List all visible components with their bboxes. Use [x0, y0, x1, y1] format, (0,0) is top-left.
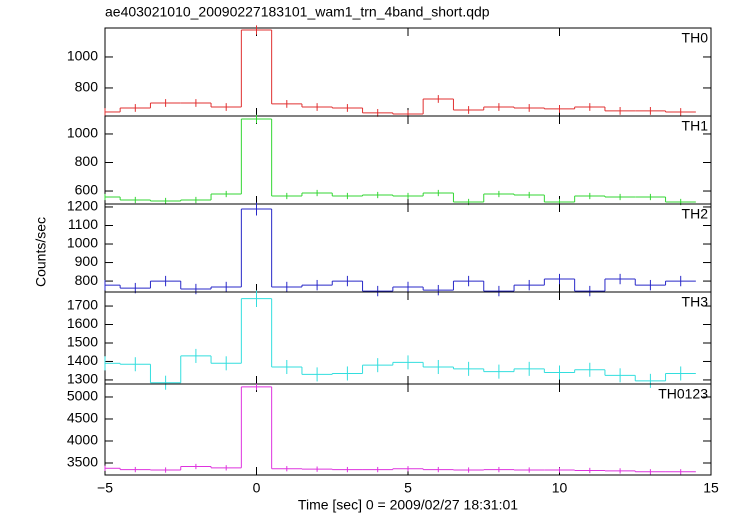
y-tick-label: 1500 — [67, 334, 98, 350]
x-axis-label: Time [sec] 0 = 2009/02/27 18:31:01 — [298, 497, 518, 513]
y-tick-label: 1300 — [67, 371, 98, 387]
y-tick-label: 4000 — [67, 432, 98, 448]
y-tick-label: 800 — [75, 272, 99, 288]
y-tick-label: 5000 — [67, 388, 98, 404]
panel-label: TH2 — [682, 206, 709, 222]
panel-label: TH3 — [682, 294, 709, 310]
y-tick-label: 1400 — [67, 352, 98, 368]
y-tick-label: 1700 — [67, 297, 98, 313]
y-tick-label: 1000 — [67, 235, 98, 251]
y-tick-label: 1000 — [67, 48, 98, 64]
y-tick-label: 1600 — [67, 315, 98, 331]
chart-title: ae403021010_20090227183101_wam1_trn_4ban… — [105, 4, 490, 20]
y-tick-label: 800 — [75, 79, 99, 95]
y-tick-label: 1000 — [67, 125, 98, 141]
x-tick-label: −5 — [97, 480, 113, 496]
x-tick-label: 15 — [703, 480, 719, 496]
x-tick-label: 10 — [552, 480, 568, 496]
x-tick-label: 5 — [404, 480, 412, 496]
y-tick-label: 900 — [75, 253, 99, 269]
y-tick-label: 4500 — [67, 410, 98, 426]
panel-label: TH0123 — [658, 386, 708, 402]
y-tick-label: 800 — [75, 153, 99, 169]
panel-label: TH0 — [682, 30, 709, 46]
panel-frame — [104, 115, 712, 205]
y-tick-label: 1200 — [67, 198, 98, 214]
y-axis-label: Counts/sec — [33, 217, 49, 287]
y-tick-label: 3500 — [67, 454, 98, 470]
y-tick-label: 1100 — [68, 216, 98, 232]
panel-label: TH1 — [682, 118, 709, 134]
x-tick-label: 0 — [253, 480, 261, 496]
panel-frame — [104, 383, 712, 476]
y-tick-label: 600 — [75, 182, 99, 198]
